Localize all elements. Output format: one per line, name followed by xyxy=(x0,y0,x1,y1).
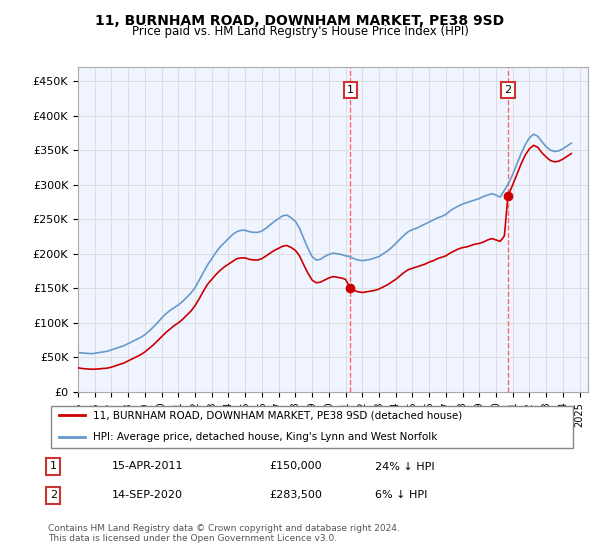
Text: 14-SEP-2020: 14-SEP-2020 xyxy=(112,491,182,501)
Text: 11, BURNHAM ROAD, DOWNHAM MARKET, PE38 9SD (detached house): 11, BURNHAM ROAD, DOWNHAM MARKET, PE38 9… xyxy=(93,410,462,420)
FancyBboxPatch shape xyxy=(50,405,574,449)
Text: 1: 1 xyxy=(50,461,57,472)
Text: 6% ↓ HPI: 6% ↓ HPI xyxy=(376,491,428,501)
Text: £150,000: £150,000 xyxy=(270,461,322,472)
Text: 15-APR-2011: 15-APR-2011 xyxy=(112,461,183,472)
Text: HPI: Average price, detached house, King's Lynn and West Norfolk: HPI: Average price, detached house, King… xyxy=(93,432,437,442)
Text: 2: 2 xyxy=(50,491,57,501)
Text: Contains HM Land Registry data © Crown copyright and database right 2024.
This d: Contains HM Land Registry data © Crown c… xyxy=(48,524,400,543)
Text: 2: 2 xyxy=(505,85,511,95)
Text: 11, BURNHAM ROAD, DOWNHAM MARKET, PE38 9SD: 11, BURNHAM ROAD, DOWNHAM MARKET, PE38 9… xyxy=(95,14,505,28)
Text: £283,500: £283,500 xyxy=(270,491,323,501)
Text: 1: 1 xyxy=(347,85,354,95)
Text: 24% ↓ HPI: 24% ↓ HPI xyxy=(376,461,435,472)
Text: Price paid vs. HM Land Registry's House Price Index (HPI): Price paid vs. HM Land Registry's House … xyxy=(131,25,469,38)
